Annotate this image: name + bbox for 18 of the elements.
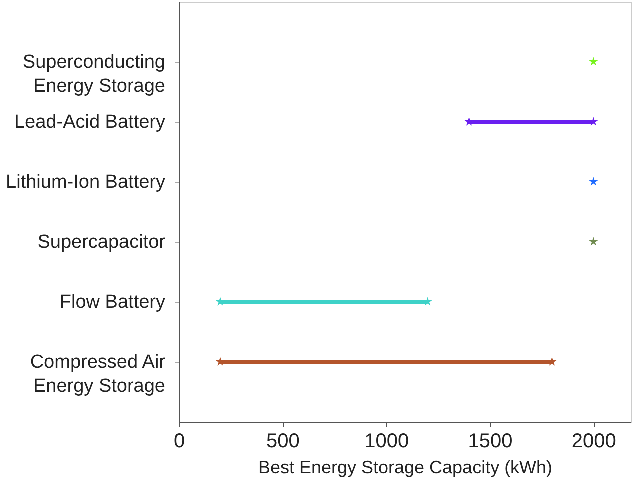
point xyxy=(589,177,598,186)
bar xyxy=(469,120,594,124)
point xyxy=(589,57,598,66)
y-tick-label: Flow Battery xyxy=(60,292,166,313)
x-axis-title: Best Energy Storage Capacity (kWh) xyxy=(258,458,553,478)
y-tick-label: Supercapacitor xyxy=(38,232,166,253)
bar xyxy=(220,360,552,364)
y-tick-label: Lithium-Ion Battery xyxy=(6,172,166,193)
x-tick-label: 500 xyxy=(266,430,300,452)
x-tick-label: 1500 xyxy=(468,430,513,452)
y-tick-label: Superconducting Energy Storage xyxy=(22,52,166,97)
y-tick-label: Compressed Air Energy Storage xyxy=(30,352,166,397)
x-tick-label: 0 xyxy=(174,430,186,452)
point xyxy=(589,237,598,246)
x-tick-label: 1000 xyxy=(364,430,410,452)
y-tick-label: Lead-Acid Battery xyxy=(14,112,166,133)
bar xyxy=(220,300,428,304)
x-tick-label: 2000 xyxy=(572,430,616,452)
